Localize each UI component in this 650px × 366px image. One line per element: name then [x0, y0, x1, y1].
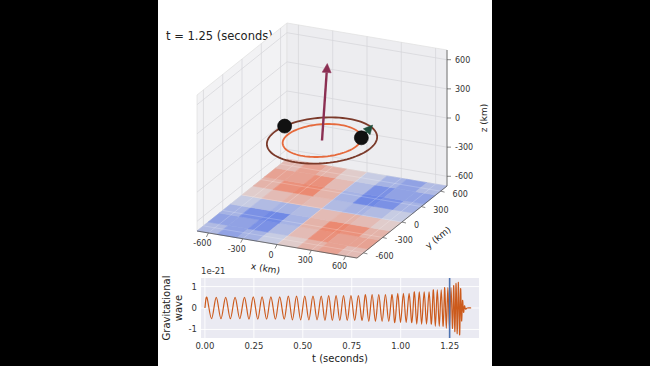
x-tick-label: 0.00	[195, 341, 214, 351]
tick	[344, 256, 346, 260]
grid-line	[287, 91, 447, 118]
angular-momentum-arrow-head	[322, 64, 331, 73]
x-tick-label: 1.00	[391, 341, 410, 351]
grid-line	[281, 164, 441, 191]
grid-line	[197, 33, 287, 105]
y-tick-label: 300	[433, 206, 448, 215]
floor-field	[197, 159, 447, 258]
y-tick-label: -300	[395, 236, 413, 245]
y-offset-label: 1e-21	[201, 266, 226, 276]
x-tick-label: -600	[193, 239, 211, 248]
y-tick-label: 1	[192, 282, 197, 292]
z-tick-label: 300	[455, 85, 470, 94]
x-axis-label: x (km)	[250, 261, 280, 276]
x-tick-label: -300	[228, 245, 246, 254]
tick	[447, 147, 451, 148]
tick	[309, 250, 311, 254]
tick	[206, 233, 208, 237]
tick	[402, 222, 406, 223]
z-tick-label: -300	[455, 143, 473, 152]
x-tick-label: 300	[298, 256, 313, 265]
data-layer	[205, 278, 471, 338]
y-tick-label: 600	[453, 190, 468, 199]
grid-line	[287, 33, 447, 60]
black-hole	[278, 119, 292, 133]
vectors	[322, 64, 373, 141]
tick	[421, 207, 425, 208]
tick	[241, 239, 243, 243]
time-marker	[449, 278, 451, 338]
x-tick-label: 0	[268, 251, 273, 260]
tick	[441, 191, 445, 192]
black-hole	[354, 131, 368, 145]
grid-line	[449, 278, 450, 338]
y-axis-label: y (km)	[424, 225, 453, 251]
grid-line	[197, 62, 287, 134]
figure-panel	[158, 0, 492, 366]
tick-labels: -600-3000300600-600-3000300600-600-30003…	[193, 56, 473, 271]
tick	[275, 245, 277, 249]
tick	[447, 118, 451, 119]
y-axis-label-line: Gravitational	[161, 276, 172, 341]
x-tick-label: 0.50	[293, 341, 312, 351]
wave-line	[205, 282, 471, 335]
pane-back	[287, 23, 447, 186]
plot-background	[201, 278, 479, 338]
angular-momentum-arrow-shaft	[322, 73, 327, 141]
x-axis-line	[197, 231, 357, 258]
pane-floor	[197, 159, 447, 258]
tick	[447, 88, 451, 89]
y-tick-label: -1	[189, 324, 197, 334]
tick	[447, 176, 451, 177]
y-axis-label: Gravitationalwave	[161, 276, 184, 341]
grid-line	[201, 329, 479, 330]
y-tick-label: -600	[375, 252, 393, 261]
tick	[383, 237, 387, 238]
grid-line	[201, 286, 479, 287]
y-tick-label: 0	[192, 303, 197, 313]
bodies	[278, 119, 369, 145]
z-axis-label: z (km)	[479, 104, 489, 133]
tick	[447, 59, 451, 60]
grid-line	[197, 91, 287, 163]
title: t = 1.25 (seconds)	[166, 29, 273, 43]
y-axis-label-line: wave	[173, 295, 184, 321]
x-tick-label: 0.25	[244, 341, 263, 351]
wave-axes: 0.00 0.25 0.50 0.75 1.00 1.25 -1 0 1 1e-21 Gravita…	[161, 266, 479, 364]
axis-lines	[197, 50, 451, 260]
floor-grid	[203, 161, 440, 256]
x-tick-label: 1.25	[440, 341, 459, 351]
axes-3d: t = 1.25 (seconds)-600-3000300600-600-30…	[166, 23, 489, 276]
x-tick-label: 0.75	[342, 341, 361, 351]
y-tick-label: 0	[414, 221, 419, 230]
z-tick-label: 0	[455, 114, 460, 123]
grid-line	[287, 62, 447, 89]
x-axis-label: t (seconds)	[312, 353, 368, 364]
z-tick-label: 600	[455, 56, 470, 65]
tick	[363, 253, 367, 254]
field-cell	[416, 183, 447, 195]
z-tick-label: -600	[455, 172, 473, 181]
pane-grid	[197, 25, 447, 226]
x-tick-label: 600	[332, 262, 347, 271]
grid	[201, 278, 479, 338]
letterbox	[0, 0, 650, 366]
figure: t = 1.25 (seconds)-600-3000300600-600-30…	[0, 0, 650, 366]
